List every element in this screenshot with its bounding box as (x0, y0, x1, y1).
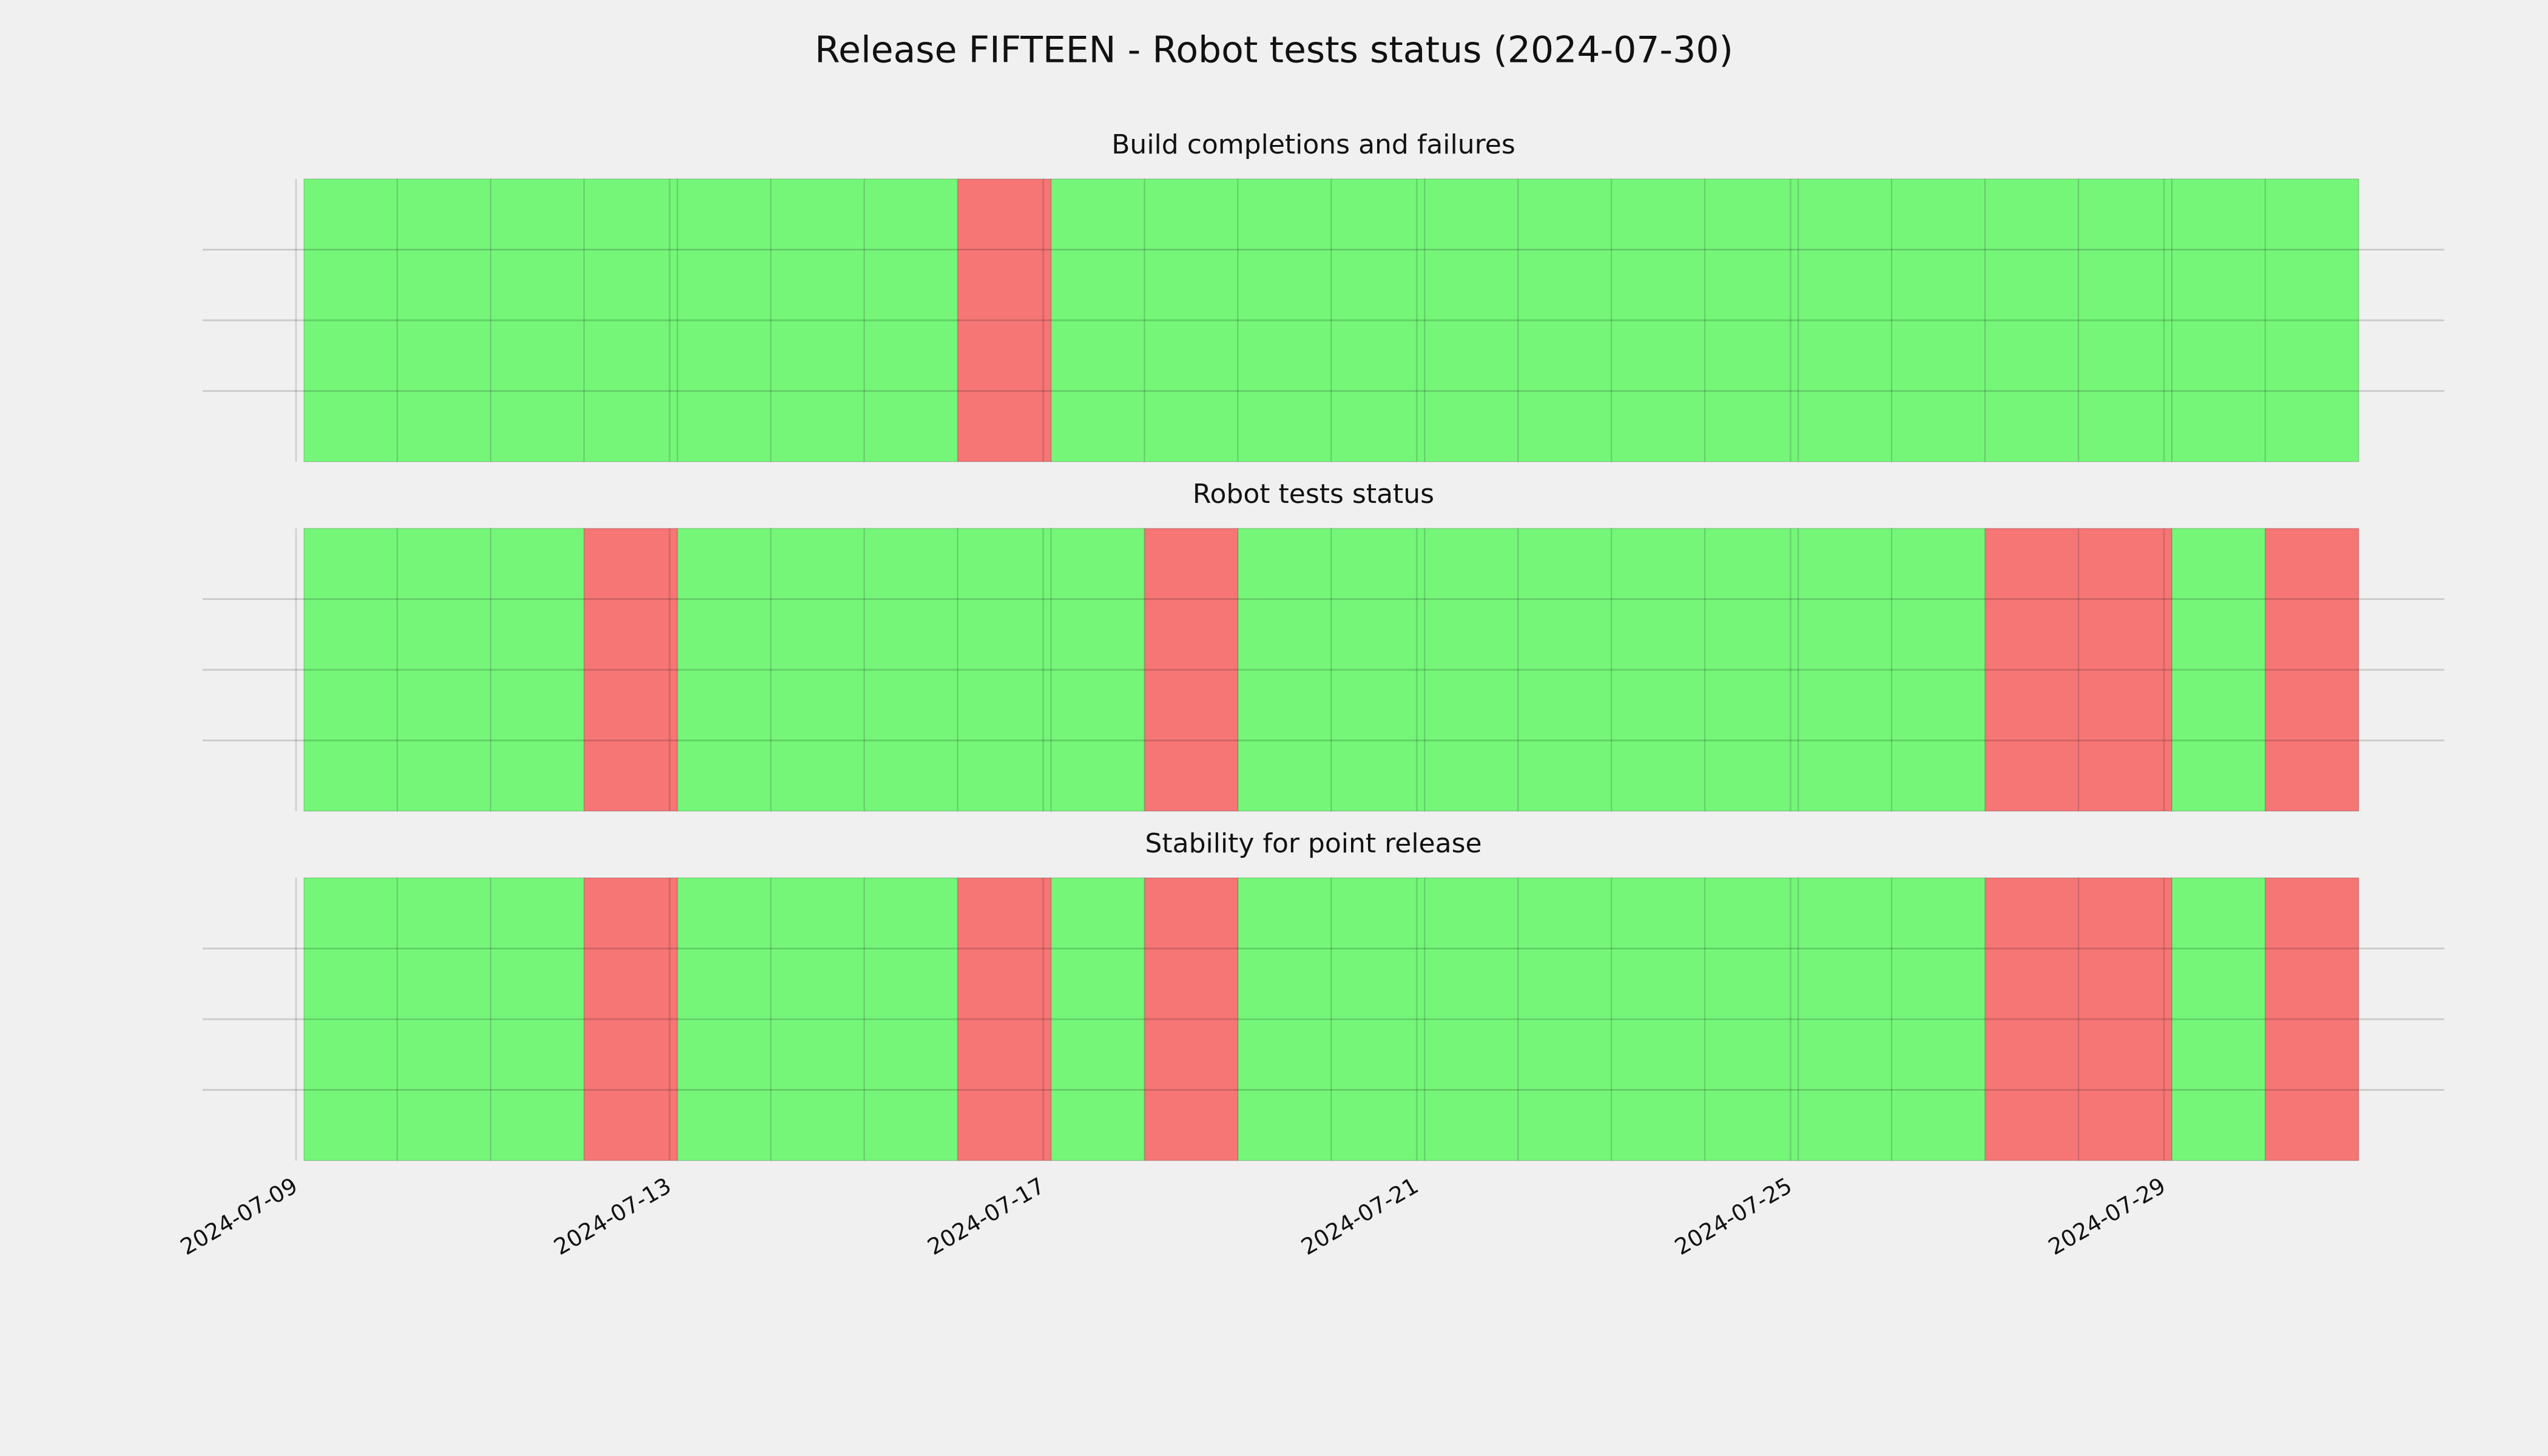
status-segment (957, 877, 1052, 1161)
status-segment (303, 528, 398, 812)
status-segment (1517, 528, 1613, 812)
status-segment (863, 178, 959, 462)
status-segment (1798, 178, 1893, 462)
status-segment (303, 877, 398, 1161)
status-segment (1050, 178, 1145, 462)
status-segment (490, 528, 585, 812)
status-segment (396, 178, 491, 462)
status-segment (2171, 178, 2267, 462)
x-tick-label: 2024-07-25 (1670, 1173, 1796, 1261)
status-segment (583, 877, 678, 1161)
x-tick-label: 2024-07-09 (176, 1173, 302, 1261)
status-segment (396, 528, 491, 812)
status-segment (2265, 528, 2360, 812)
figure-title: Release FIFTEEN - Robot tests status (20… (815, 29, 1733, 72)
status-segment (1611, 528, 1706, 812)
status-segment (957, 528, 1052, 812)
status-segment (2078, 178, 2173, 462)
status-segment (1237, 877, 1332, 1161)
status-segment (396, 877, 491, 1161)
x-tick-label: 2024-07-29 (2044, 1173, 2170, 1261)
status-segment (863, 877, 959, 1161)
status-segment (676, 178, 772, 462)
status-segment (2265, 877, 2360, 1161)
status-segment (2171, 528, 2267, 812)
status-segment (1611, 178, 1706, 462)
status-segment (957, 178, 1052, 462)
status-segment (1891, 877, 1986, 1161)
status-segment (1984, 528, 2080, 812)
x-tick-label: 2024-07-21 (1296, 1173, 1423, 1261)
status-segment (770, 528, 865, 812)
status-segment (1424, 178, 1519, 462)
status-segment (1237, 528, 1332, 812)
status-segment (1517, 178, 1613, 462)
status-segment (1798, 528, 1893, 812)
status-segment (1050, 528, 1145, 812)
status-segment (1798, 877, 1893, 1161)
status-segment (2171, 877, 2267, 1161)
x-tick-label: 2024-07-17 (923, 1173, 1050, 1261)
status-segment (583, 528, 678, 812)
status-segment (1330, 528, 1426, 812)
status-segment (1984, 877, 2080, 1161)
status-segment (2265, 178, 2360, 462)
status-segment (1704, 528, 1799, 812)
status-segment (1891, 528, 1986, 812)
status-segment (490, 178, 585, 462)
status-segment (1424, 528, 1519, 812)
status-segment (1144, 178, 1239, 462)
subplot-title: Stability for point release (1145, 828, 1481, 859)
status-segment (770, 877, 865, 1161)
status-segment (1704, 178, 1799, 462)
status-segment (2078, 877, 2173, 1161)
status-segment (490, 877, 585, 1161)
status-segment (2078, 528, 2173, 812)
status-segment (1330, 178, 1426, 462)
status-segment (676, 877, 772, 1161)
status-segment (1517, 877, 1613, 1161)
status-segment (1144, 528, 1239, 812)
status-segment (1891, 178, 1986, 462)
status-segment (770, 178, 865, 462)
status-segment (303, 178, 398, 462)
status-segment (1704, 877, 1799, 1161)
status-segment (1424, 877, 1519, 1161)
status-segment (676, 528, 772, 812)
status-segment (583, 178, 678, 462)
subplot-title: Build completions and failures (1111, 129, 1515, 160)
subplot-title: Robot tests status (1193, 479, 1434, 510)
status-segment (1984, 178, 2080, 462)
x-tick-label: 2024-07-13 (550, 1173, 676, 1261)
